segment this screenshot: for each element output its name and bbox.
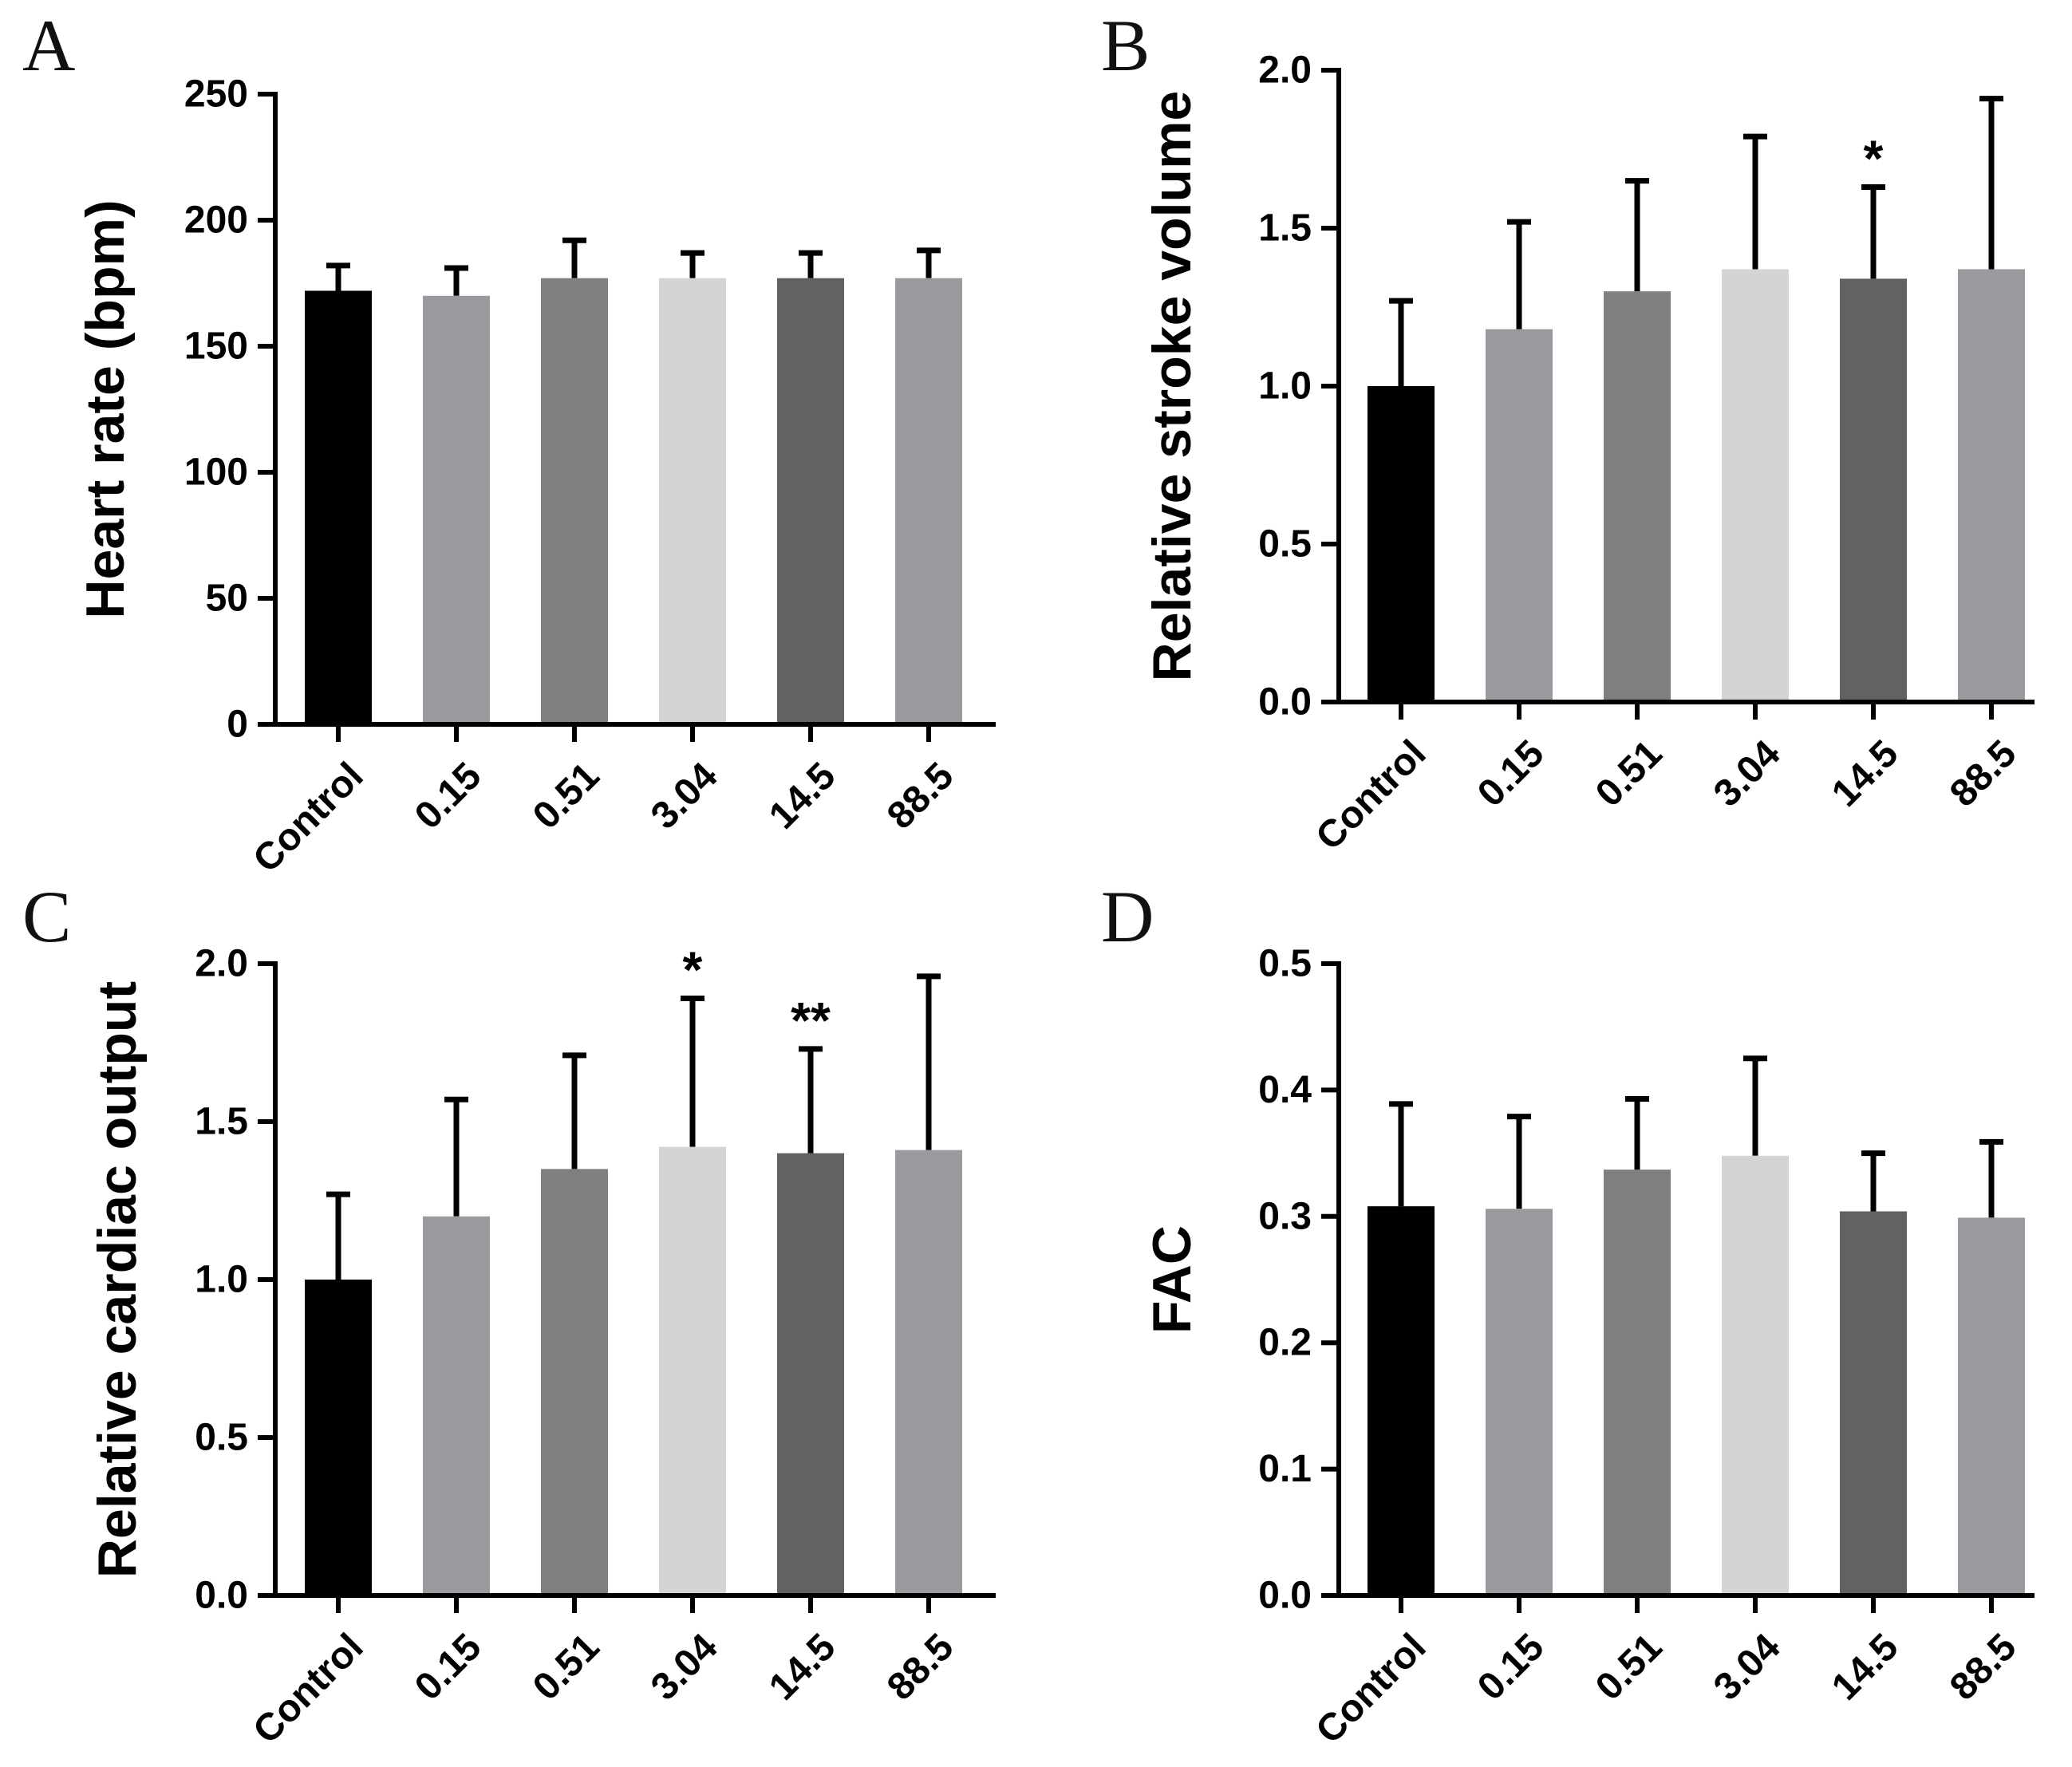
panel-d: D FAC Control 0.15 0.51 3.04 14.5 88.5 0.0 0.1 0.2… (1101, 876, 2035, 1752)
x-tick-label: 3.04 (1706, 732, 1789, 815)
x-tick-label: 14.5 (761, 1626, 844, 1709)
x-tick-label: 0.51 (525, 755, 608, 838)
bar-0.51 (541, 278, 608, 724)
y-tick-label: 0.1 (1258, 1448, 1312, 1490)
significance-marker: * (1864, 130, 1884, 187)
bar-0.15 (423, 1216, 490, 1595)
y-tick-label: 1.0 (1258, 365, 1312, 408)
y-tick-label: 0.5 (1258, 943, 1312, 985)
bar-0.51 (541, 1169, 608, 1595)
x-tick-label: 3.04 (1706, 1626, 1789, 1709)
bar-14.5 (1840, 1211, 1907, 1595)
y-tick-label: 50 (206, 578, 248, 620)
x-tick-label: 0.15 (407, 1626, 490, 1709)
x-tick-label: 14.5 (1824, 1626, 1907, 1709)
bar-3.04 (1722, 269, 1789, 703)
bar-0.15 (1486, 1209, 1553, 1595)
bar-0.15 (1486, 329, 1553, 702)
x-tick-label: 88.5 (1942, 732, 2025, 815)
y-tick-label: 0.5 (1258, 523, 1312, 566)
x-tick-label: 88.5 (1942, 1626, 2025, 1709)
bar-88.5 (1958, 1217, 2025, 1595)
bar-14.5 (777, 278, 844, 724)
panel-a: A Heart rate (bpm) Control 0.15 0.51 3.04 14.5… (22, 5, 996, 881)
y-tick-label: 2.0 (1258, 49, 1312, 92)
bar-14.5 (777, 1153, 844, 1595)
x-tick-label: 0.51 (1588, 732, 1671, 815)
y-axis-label: Relative cardiac output (87, 981, 148, 1578)
x-tick-label: Control (245, 1626, 371, 1752)
x-tick-label: 3.04 (643, 755, 726, 838)
y-tick-label: 0 (227, 704, 248, 746)
y-tick-label: 0.3 (1258, 1195, 1312, 1237)
bar-3.04 (1722, 1155, 1789, 1595)
y-axis-label: Heart rate (bpm) (75, 199, 136, 618)
bar-3.04 (659, 278, 726, 724)
x-tick-label: 0.15 (407, 755, 490, 838)
bar-88.5 (895, 1150, 962, 1595)
x-tick-label: 14.5 (1824, 732, 1907, 815)
panel-letter: A (22, 5, 75, 86)
significance-marker: * (683, 941, 703, 999)
bar-14.5 (1840, 278, 1907, 702)
x-tick-label: 0.51 (1588, 1626, 1671, 1709)
y-tick-label: 200 (184, 199, 248, 242)
y-tick-label: 0.4 (1258, 1069, 1312, 1111)
bar-0.51 (1604, 1169, 1671, 1595)
bar-Control (305, 1280, 372, 1595)
y-axis-label: FAC (1142, 1225, 1202, 1334)
significance-marker: ** (791, 992, 831, 1049)
y-tick-label: 2.0 (195, 943, 248, 985)
panel-letter: D (1101, 876, 1154, 957)
panel-letter: B (1101, 5, 1150, 86)
y-tick-label: 100 (184, 452, 248, 494)
bar-Control (1368, 1206, 1435, 1595)
x-tick-label: 0.51 (525, 1626, 608, 1709)
x-tick-label: 88.5 (879, 1626, 962, 1709)
bar-0.51 (1604, 291, 1671, 702)
bar-0.15 (423, 295, 490, 724)
y-axis-label: Relative stroke volume (1142, 91, 1202, 682)
bar-3.04 (659, 1146, 726, 1595)
panel-c: C Relative cardiac output Control 0.15 0.51 *… (22, 876, 996, 1752)
x-tick-label: Control (245, 755, 371, 881)
y-tick-label: 0.0 (195, 1575, 248, 1617)
bar-88.5 (1958, 269, 2025, 703)
y-tick-label: 1.0 (195, 1259, 248, 1301)
x-tick-label: 88.5 (879, 755, 962, 838)
x-tick-label: Control (1308, 732, 1434, 858)
panel-letter: C (22, 876, 71, 957)
y-tick-label: 1.5 (1258, 207, 1312, 250)
y-tick-label: 150 (184, 325, 248, 368)
x-tick-label: 14.5 (761, 755, 844, 838)
x-tick-label: 3.04 (643, 1626, 726, 1709)
y-tick-label: 0.0 (1258, 1575, 1312, 1617)
x-tick-label: Control (1308, 1626, 1434, 1752)
bar-88.5 (895, 278, 962, 724)
y-tick-label: 1.5 (195, 1101, 248, 1143)
y-tick-label: 0.0 (1258, 681, 1312, 724)
y-tick-label: 0.2 (1258, 1322, 1312, 1364)
bar-Control (305, 290, 372, 725)
x-tick-label: 0.15 (1470, 732, 1553, 815)
y-tick-label: 0.5 (195, 1417, 248, 1459)
y-tick-label: 250 (184, 73, 248, 116)
x-tick-label: 0.15 (1470, 1626, 1553, 1709)
bar-Control (1368, 386, 1435, 702)
